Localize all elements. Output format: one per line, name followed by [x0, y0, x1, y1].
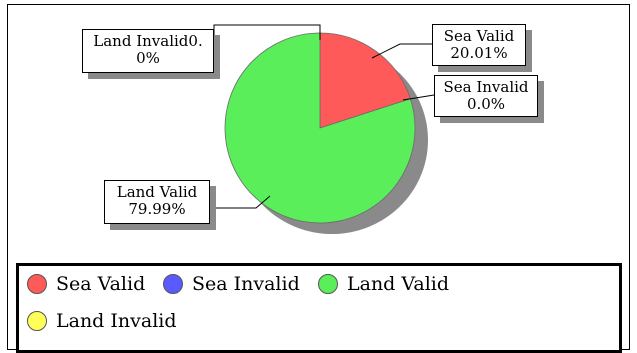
- leader-land-invalid: [213, 24, 321, 40]
- pie-slice-sea-valid: [319, 32, 411, 129]
- legend-item-sea-invalid: Sea Invalid: [163, 273, 300, 295]
- legend-swatch-land-invalid: [27, 311, 47, 331]
- leader-land-valid: [210, 195, 271, 209]
- data-label-sea-valid: Sea Valid 20.01%: [432, 24, 526, 66]
- leader-sea-valid: [371, 43, 432, 59]
- data-label-land-valid-value: 79.99%: [128, 200, 186, 218]
- legend-label-sea-invalid: Sea Invalid: [192, 273, 300, 295]
- data-label-sea-invalid: Sea Invalid 0.0%: [434, 75, 538, 117]
- legend-swatch-sea-invalid: [163, 274, 183, 294]
- legend-item-land-invalid: Land Invalid: [27, 310, 177, 332]
- pie-chart: [210, 24, 435, 234]
- pie-slice-land-valid: [224, 32, 416, 224]
- data-label-land-valid: Land Valid 79.99%: [104, 180, 210, 224]
- data-label-land-valid-name: Land Valid: [116, 183, 198, 201]
- chart-legend: Sea Valid Sea Invalid Land Valid Land In…: [16, 263, 622, 353]
- legend-swatch-sea-valid: [27, 274, 47, 294]
- leader-sea-invalid: [402, 94, 435, 101]
- data-label-sea-invalid-name: Sea Invalid: [443, 78, 529, 96]
- data-label-land-invalid-value: 0%: [136, 49, 160, 67]
- legend-item-sea-valid: Sea Valid: [27, 273, 145, 295]
- data-label-land-invalid-name: Land Invalid0.: [93, 32, 203, 50]
- legend-label-land-valid: Land Valid: [347, 273, 450, 295]
- legend-item-land-valid: Land Valid: [318, 273, 449, 295]
- legend-label-land-invalid: Land Invalid: [56, 310, 177, 332]
- data-label-land-invalid: Land Invalid0. 0%: [82, 29, 214, 73]
- data-label-sea-valid-value: 20.01%: [450, 44, 508, 62]
- legend-swatch-land-valid: [318, 274, 338, 294]
- legend-label-sea-valid: Sea Valid: [56, 273, 146, 295]
- data-label-sea-invalid-value: 0.0%: [466, 95, 506, 113]
- data-label-sea-valid-name: Sea Valid: [443, 27, 515, 45]
